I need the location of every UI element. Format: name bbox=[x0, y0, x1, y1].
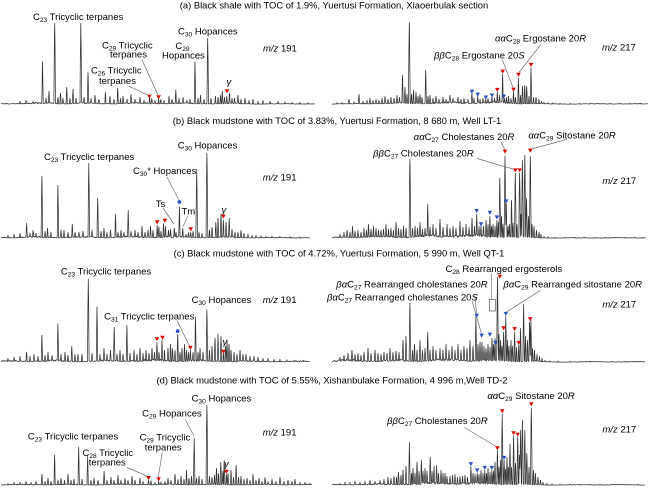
svg-text:terpanes: terpanes bbox=[145, 443, 182, 454]
svg-text:C23​ Tricyclic terpanes: C23​ Tricyclic terpanes bbox=[61, 267, 151, 279]
svg-text:βαC27​ Rearranged cholestanes: βαC27​ Rearranged cholestanes 20R bbox=[335, 280, 487, 292]
svg-text:Hopances: Hopances bbox=[162, 50, 205, 61]
svg-text:m/z 191: m/z 191 bbox=[263, 295, 297, 306]
svg-text:C30​ Hopances: C30​ Hopances bbox=[178, 141, 238, 153]
svg-text:(b) Black mudstone with TOC of: (b) Black mudstone with TOC of 3.83%, Yu… bbox=[173, 115, 501, 126]
svg-text:(d) Black mudstone with TOC of: (d) Black mudstone with TOC of 5.55%, Xi… bbox=[156, 375, 507, 386]
svg-text:C23​ Tricyclic terpanes: C23​ Tricyclic terpanes bbox=[33, 12, 123, 24]
svg-text:ααC28​ Ergostane 20R: ααC28​ Ergostane 20R bbox=[495, 33, 586, 45]
svg-text:m/z 191: m/z 191 bbox=[263, 172, 297, 183]
svg-text:C30​* Hopances: C30​* Hopances bbox=[133, 166, 197, 178]
svg-text:γ: γ bbox=[223, 337, 229, 348]
svg-text:Ts: Ts bbox=[156, 199, 166, 210]
svg-text:terpanes: terpanes bbox=[110, 50, 147, 61]
svg-text:ββC28​ Ergostane 20S: ββC28​ Ergostane 20S bbox=[433, 50, 525, 62]
svg-text:βαC29​ Rearranged sitostane 20: βαC29​ Rearranged sitostane 20R bbox=[502, 279, 642, 291]
svg-text:m/z 217: m/z 217 bbox=[602, 425, 636, 436]
svg-text:m/z 217: m/z 217 bbox=[602, 176, 636, 187]
svg-text:ααC29​ Sitostane 20R: ααC29​ Sitostane 20R bbox=[487, 391, 575, 403]
svg-text:ββC27​ Cholestanes 20R: ββC27​ Cholestanes 20R bbox=[386, 416, 488, 428]
svg-text:m/z 191: m/z 191 bbox=[263, 43, 297, 54]
svg-text:terpanes: terpanes bbox=[99, 76, 136, 87]
svg-text:C31​ Tricyclic terpanes: C31​ Tricyclic terpanes bbox=[104, 311, 194, 323]
svg-text:γ: γ bbox=[227, 77, 233, 88]
svg-text:ααC27​ Cholestanes 20R: ααC27​ Cholestanes 20R bbox=[414, 132, 515, 144]
svg-text:Tm: Tm bbox=[182, 207, 196, 218]
svg-text:ααC29​ Sitostane 20R: ααC29​ Sitostane 20R bbox=[528, 131, 616, 143]
svg-text:m/z 217: m/z 217 bbox=[602, 42, 636, 53]
svg-text:C23​ Tricyclic terpanes: C23​ Tricyclic terpanes bbox=[44, 152, 134, 164]
svg-text:C30​ Hopances: C30​ Hopances bbox=[192, 295, 252, 307]
svg-text:C29​ Hopances: C29​ Hopances bbox=[142, 409, 202, 421]
svg-text:C23​ Tricyclic terpanes: C23​ Tricyclic terpanes bbox=[28, 431, 118, 443]
svg-text:m/z 217: m/z 217 bbox=[602, 300, 636, 311]
svg-text:terpanes: terpanes bbox=[89, 458, 126, 469]
svg-text:(c) Black mudstone with TOC of: (c) Black mudstone with TOC of 4.72%, Yu… bbox=[174, 248, 505, 259]
svg-text:C30​ Hopances: C30​ Hopances bbox=[192, 393, 252, 405]
svg-text:m/z 191: m/z 191 bbox=[263, 428, 297, 439]
svg-text:γ: γ bbox=[222, 205, 228, 216]
svg-text:γ: γ bbox=[224, 459, 230, 470]
svg-text:(a) Black shale with TOC of 1.: (a) Black shale with TOC of 1.9%, Yuertu… bbox=[180, 0, 488, 10]
svg-text:C28​ Rearranged ergosterols: C28​ Rearranged ergosterols bbox=[446, 264, 563, 276]
svg-text:ββC27​ Cholestanes 20R: ββC27​ Cholestanes 20R bbox=[372, 148, 474, 160]
svg-text:βαC27​ Rearranged cholestanes: βαC27​ Rearranged cholestanes 20S bbox=[326, 292, 478, 304]
svg-text:C30​ Hopances: C30​ Hopances bbox=[178, 26, 238, 38]
